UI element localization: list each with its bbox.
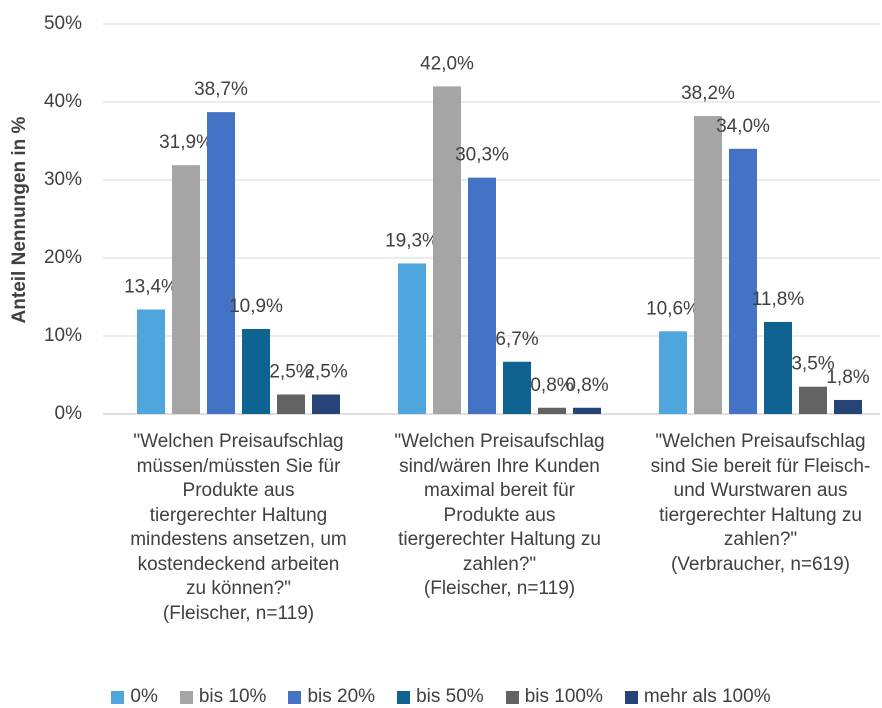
- legend-label: bis 50%: [416, 686, 484, 707]
- y-tick-label: 50%: [44, 13, 82, 34]
- data-label: 30,3%: [455, 145, 509, 166]
- x-tick-label: "Welchen Preisaufschlag sind Sie bereit …: [650, 431, 871, 575]
- bar: [694, 116, 722, 414]
- y-tick-label: 40%: [44, 91, 82, 112]
- y-axis-label: Anteil Nennungen in %: [9, 116, 30, 323]
- data-label: 42,0%: [420, 53, 474, 74]
- bar: [398, 263, 426, 414]
- legend-swatch: [397, 690, 411, 704]
- data-label: 1,8%: [826, 367, 869, 388]
- legend-swatch: [505, 690, 519, 704]
- data-label: 0,8%: [530, 375, 573, 396]
- legend-label: bis 10%: [198, 686, 267, 707]
- bar: [573, 407, 601, 414]
- legend-label: 0%: [130, 686, 158, 707]
- bar: [834, 399, 862, 414]
- data-label: 19,3%: [385, 230, 439, 251]
- bar: [503, 361, 531, 414]
- bar: [764, 321, 792, 414]
- data-label: 31,9%: [159, 132, 213, 153]
- data-label: 38,2%: [681, 83, 735, 104]
- data-label: 34,0%: [716, 116, 770, 137]
- bar: [799, 386, 827, 414]
- legend-swatch: [179, 690, 193, 704]
- legend-item: mehr als 100%: [624, 686, 771, 708]
- data-label: 6,7%: [495, 329, 538, 350]
- legend-label: bis 100%: [524, 686, 603, 707]
- x-tick-label: "Welchen Preisaufschlag sind/wären Ihre …: [394, 431, 605, 599]
- bar: [242, 328, 270, 414]
- bar: [277, 394, 305, 414]
- y-tick-label: 20%: [44, 247, 82, 268]
- data-label: 2,5%: [304, 362, 347, 383]
- data-label: 13,4%: [124, 276, 178, 297]
- legend-swatch: [111, 690, 125, 704]
- data-label: 10,9%: [229, 296, 283, 317]
- bar: [137, 309, 165, 414]
- y-tick-label: 0%: [55, 403, 83, 424]
- legend: 0% bis 10% bis 20% bis 50% bis 100% mehr als …: [0, 686, 882, 708]
- data-label: 11,8%: [752, 289, 805, 310]
- y-tick-label: 10%: [44, 325, 82, 346]
- bar: [729, 148, 757, 415]
- legend-item: bis 100%: [505, 686, 603, 708]
- bar: [468, 177, 496, 414]
- data-label: 3,5%: [791, 354, 834, 375]
- legend-item: bis 20%: [288, 686, 375, 708]
- legend-swatch: [288, 690, 302, 704]
- data-label: 2,5%: [269, 362, 312, 383]
- data-label: 10,6%: [646, 298, 700, 319]
- bar: [538, 407, 566, 414]
- legend-label: bis 20%: [307, 686, 376, 707]
- bar: [312, 394, 340, 414]
- legend-swatch: [624, 690, 638, 704]
- bar: [172, 165, 200, 414]
- legend-item: 0%: [111, 686, 158, 708]
- legend-label: mehr als 100%: [643, 686, 771, 707]
- legend-item: bis 50%: [397, 686, 484, 708]
- bar: [433, 86, 461, 415]
- x-tick-label: "Welchen Preisaufschlag müssen/müssten S…: [130, 431, 347, 624]
- legend-item: bis 10%: [179, 686, 267, 708]
- data-label: 38,7%: [194, 79, 248, 100]
- bar: [659, 331, 687, 414]
- data-label: 0,8%: [565, 375, 608, 396]
- bar: [207, 112, 235, 414]
- y-tick-label: 30%: [44, 169, 82, 190]
